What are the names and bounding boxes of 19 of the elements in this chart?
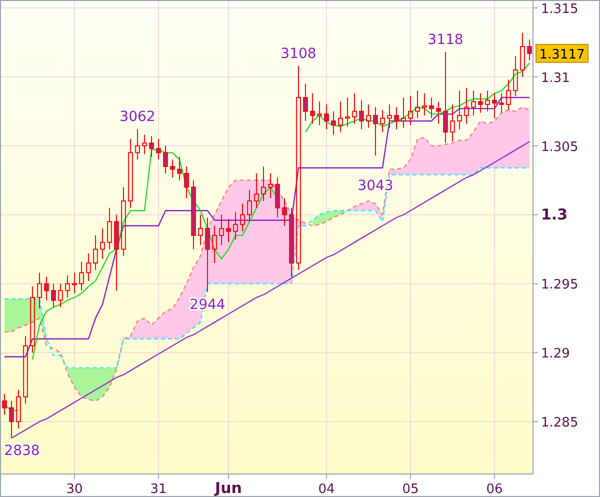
annotation: 2944 bbox=[190, 296, 226, 313]
x-tick-label: Jun bbox=[214, 479, 242, 497]
x-tick-label: 05 bbox=[402, 482, 419, 497]
y-tick-label: 1.31 bbox=[541, 70, 570, 86]
annotation: 3108 bbox=[280, 46, 316, 62]
x-tick-label: 31 bbox=[150, 482, 167, 497]
annotation: 2838 bbox=[4, 443, 40, 460]
y-tick-label: 1.295 bbox=[541, 278, 578, 293]
annotation: 3118 bbox=[428, 32, 464, 48]
text: 1.3117 bbox=[539, 47, 585, 62]
y-tick-label: 1.285 bbox=[541, 416, 578, 431]
x-tick-label: 04 bbox=[318, 482, 335, 497]
x-tick-label: 30 bbox=[66, 482, 83, 497]
y-tick-label: 1.315 bbox=[541, 2, 578, 17]
x-tick-label: 06 bbox=[486, 482, 503, 497]
y-tick-label: 1.305 bbox=[541, 140, 578, 155]
annotation: 3062 bbox=[120, 109, 156, 126]
y-tick-label: 1.3 bbox=[541, 206, 568, 224]
y-tick-label: 1.29 bbox=[541, 346, 570, 362]
